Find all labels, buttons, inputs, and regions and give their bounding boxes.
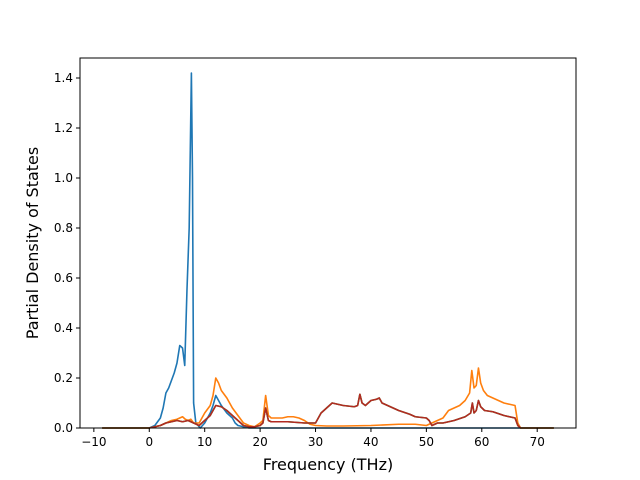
x-tick-label: −10 (81, 435, 106, 449)
y-tick-label: 0.4 (54, 321, 73, 335)
y-tick-label: 0.6 (54, 271, 73, 285)
x-tick-label: 40 (363, 435, 378, 449)
y-axis: 0.0 0.2 0.4 0.6 0.8 1.0 1.2 1.4 (54, 71, 80, 435)
plot-frame (79, 57, 577, 429)
y-tick-label: 1.2 (54, 121, 73, 135)
plot-area (80, 58, 576, 428)
x-tick-label: 30 (308, 435, 323, 449)
x-axis-title: Frequency (THz) (263, 455, 393, 474)
y-tick-label: 1.0 (54, 171, 73, 185)
x-tick-label: 10 (197, 435, 212, 449)
x-tick-label: 50 (419, 435, 434, 449)
y-tick-label: 0.2 (54, 371, 73, 385)
y-axis-title: Partial Density of States (23, 147, 42, 339)
x-tick-label: 0 (145, 435, 153, 449)
y-tick-label: 1.4 (54, 71, 73, 85)
y-tick-label: 0.8 (54, 221, 73, 235)
x-axis: −10 0 10 20 30 40 50 60 70 (81, 428, 545, 449)
x-tick-label: 20 (252, 435, 267, 449)
x-tick-label: 70 (530, 435, 545, 449)
series-line-4 (102, 393, 554, 429)
x-tick-label: 60 (474, 435, 489, 449)
y-tick-label: 0.0 (54, 421, 73, 435)
series-line-2 (102, 367, 554, 429)
